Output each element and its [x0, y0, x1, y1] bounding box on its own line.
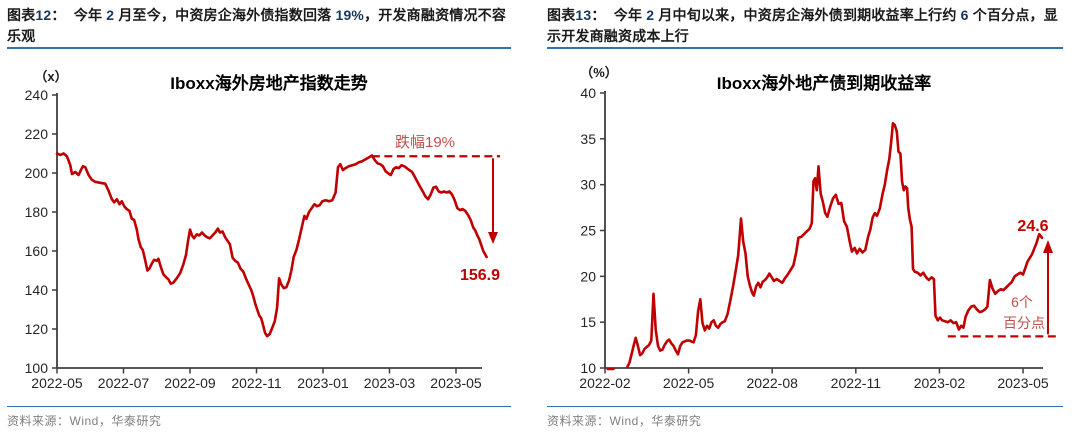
y-tick-label: 20	[580, 268, 596, 284]
x-tick-label: 2022-05	[663, 375, 715, 391]
caption-highlight-number: 19%	[335, 7, 365, 23]
caption-text: 月中旬以来，中资房企海外债到期收益率上行约	[654, 7, 961, 23]
x-tick-label: 2022-05	[31, 375, 83, 391]
y-tick-label: 35	[580, 131, 596, 147]
y-tick-label: 100	[25, 360, 49, 376]
end-value-label: 156.9	[460, 267, 500, 284]
series-line	[55, 152, 488, 338]
x-tick-label: 2022-02	[579, 375, 631, 391]
caption-text: 月至今，中资房企海外债指数回落	[114, 7, 336, 23]
y-tick-label: 15	[580, 314, 596, 330]
caption-text: 图表	[7, 7, 36, 23]
figure13-source: 资料来源：Wind，华泰研究	[547, 406, 1063, 429]
x-tick-label: 2022-09	[164, 375, 216, 391]
caption-text: 图表	[547, 7, 576, 23]
series-line	[606, 122, 1044, 371]
y-tick-label: 140	[25, 282, 49, 298]
figure12-caption: 图表12： 今年 2 月至今，中资房企海外债指数回落 19%，开发商融资情况不容…	[7, 5, 509, 47]
chart-title: Iboxx海外地产债到期收益率	[717, 73, 931, 93]
x-tick-label: 2022-11	[231, 375, 282, 391]
caption-highlight-number: 2	[106, 7, 115, 23]
x-tick-label: 2023-02	[914, 375, 966, 391]
rise-annotation-line1: 6个	[1011, 294, 1033, 310]
x-tick-label: 2023-05	[997, 375, 1049, 391]
y-tick-label: 240	[25, 87, 49, 103]
y-tick-label: 220	[25, 126, 49, 142]
y-tick-label: 10	[580, 360, 596, 376]
y-tick-label: 180	[25, 204, 49, 220]
caption-text: ： 今年	[51, 7, 107, 23]
y-tick-label: 25	[580, 223, 596, 239]
caption-highlight-number: 2	[646, 7, 655, 23]
figure13-caption-rule	[547, 47, 1063, 49]
end-value-label: 24.6	[1017, 218, 1048, 235]
x-tick-label: 2022-08	[747, 375, 799, 391]
figure13-caption: 图表13： 今年 2 月中旬以来，中资房企海外债到期收益率上行约 6 个百分点，…	[547, 5, 1062, 47]
y-tick-label: 120	[25, 321, 49, 337]
figure12-source: 资料来源：Wind，华泰研究	[7, 406, 511, 429]
caption-text: 个百分点，显示开发商融资成本上行	[547, 7, 1058, 44]
x-tick-label: 2023-03	[364, 375, 416, 391]
source-text: 资料来源：Wind，华泰研究	[547, 414, 702, 428]
chart-title: Iboxx海外房地产指数走势	[170, 73, 367, 93]
caption-text: ： 今年	[591, 7, 647, 23]
y-tick-label: 200	[25, 165, 49, 181]
y-axis-unit-label: （x）	[34, 69, 67, 84]
drop-percent-annotation: 跌幅19%	[395, 134, 455, 151]
figure12-caption-rule	[7, 47, 511, 49]
y-tick-label: 40	[580, 85, 596, 101]
x-tick-label: 2023-05	[430, 375, 482, 391]
x-tick-label: 2023-01	[297, 375, 349, 391]
y-tick-label: 30	[580, 177, 596, 193]
rise-arrow-head	[1043, 240, 1053, 253]
caption-highlight-number: 12	[35, 7, 52, 23]
x-tick-label: 2022-07	[98, 375, 150, 391]
y-tick-label: 160	[25, 243, 49, 259]
y-axis-unit-label: （%）	[580, 65, 618, 80]
caption-highlight-number: 13	[575, 7, 592, 23]
rise-annotation-line2: 百分点	[1003, 315, 1045, 331]
source-text: 资料来源：Wind，华泰研究	[7, 414, 162, 428]
caption-text: ，开发商融资情况不容乐观	[7, 7, 507, 44]
caption-highlight-number: 6	[960, 7, 969, 23]
x-tick-label: 2022-11	[831, 375, 882, 391]
drop-arrow-head	[488, 232, 498, 244]
